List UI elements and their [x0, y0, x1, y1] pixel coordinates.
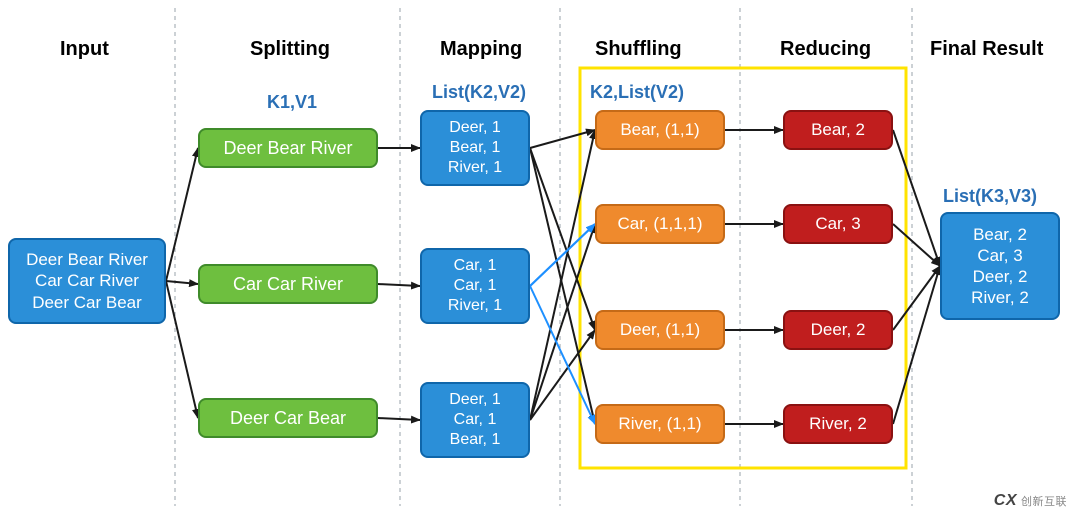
node-map2-line: Car, 1	[454, 276, 497, 296]
node-map3-line: Deer, 1	[449, 390, 501, 410]
node-result-line: Bear, 2	[973, 224, 1027, 245]
column-header-shuffling: Shuffling	[595, 38, 682, 61]
node-input-line: Deer Bear River	[26, 249, 148, 270]
node-map2: Car, 1Car, 1River, 1	[420, 248, 530, 324]
node-shuf_river: River, (1,1)	[595, 404, 725, 444]
node-red_river-line: River, 2	[809, 413, 867, 434]
node-map3-line: Car, 1	[454, 410, 497, 430]
node-map1-line: Deer, 1	[449, 118, 501, 138]
node-map2-line: River, 1	[448, 296, 502, 316]
node-split3-line: Deer Car Bear	[230, 407, 346, 430]
node-split1-line: Deer Bear River	[223, 137, 352, 160]
node-input-line: Car Car River	[35, 270, 139, 291]
node-map1-line: River, 1	[448, 158, 502, 178]
sub-header-listk2v2: List(K2,V2)	[432, 82, 526, 103]
node-shuf_car-line: Car, (1,1,1)	[617, 213, 702, 234]
node-map1-line: Bear, 1	[450, 138, 501, 158]
sub-header-listk3v3: List(K3,V3)	[943, 186, 1037, 207]
node-red_car-line: Car, 3	[815, 213, 860, 234]
node-shuf_bear-line: Bear, (1,1)	[620, 119, 699, 140]
node-red_bear-line: Bear, 2	[811, 119, 865, 140]
node-map1: Deer, 1Bear, 1River, 1	[420, 110, 530, 186]
node-result-line: Deer, 2	[973, 266, 1028, 287]
node-result-line: Car, 3	[977, 245, 1022, 266]
node-shuf_deer: Deer, (1,1)	[595, 310, 725, 350]
node-shuf_deer-line: Deer, (1,1)	[620, 319, 700, 340]
node-map3: Deer, 1Car, 1Bear, 1	[420, 382, 530, 458]
node-shuf_bear: Bear, (1,1)	[595, 110, 725, 150]
node-input-line: Deer Car Bear	[32, 292, 142, 313]
column-header-mapping: Mapping	[440, 38, 522, 61]
watermark-text: 创新互联	[1021, 493, 1067, 509]
column-header-final: Final Result	[930, 38, 1043, 61]
node-red_deer: Deer, 2	[783, 310, 893, 350]
column-header-splitting: Splitting	[250, 38, 330, 61]
node-red_deer-line: Deer, 2	[811, 319, 866, 340]
sub-header-k1v1: K1,V1	[267, 92, 317, 113]
column-header-input: Input	[60, 38, 109, 61]
watermark: CX 创新互联	[990, 490, 1071, 512]
node-shuf_river-line: River, (1,1)	[618, 413, 701, 434]
node-split2: Car Car River	[198, 264, 378, 304]
node-result-line: River, 2	[971, 287, 1029, 308]
node-map2-line: Car, 1	[454, 256, 497, 276]
watermark-logo: CX	[994, 492, 1017, 510]
node-map3-line: Bear, 1	[450, 430, 501, 450]
node-red_car: Car, 3	[783, 204, 893, 244]
node-split2-line: Car Car River	[233, 273, 343, 296]
sub-header-k2listv2: K2,List(V2)	[590, 82, 684, 103]
node-split1: Deer Bear River	[198, 128, 378, 168]
node-red_river: River, 2	[783, 404, 893, 444]
node-red_bear: Bear, 2	[783, 110, 893, 150]
nodes-layer: Input Splitting Mapping Shuffling Reducing Fi…	[0, 0, 1075, 514]
node-input: Deer Bear RiverCar Car RiverDeer Car Bea…	[8, 238, 166, 324]
node-split3: Deer Car Bear	[198, 398, 378, 438]
column-header-reducing: Reducing	[780, 38, 871, 61]
node-result: Bear, 2Car, 3Deer, 2River, 2	[940, 212, 1060, 320]
node-shuf_car: Car, (1,1,1)	[595, 204, 725, 244]
